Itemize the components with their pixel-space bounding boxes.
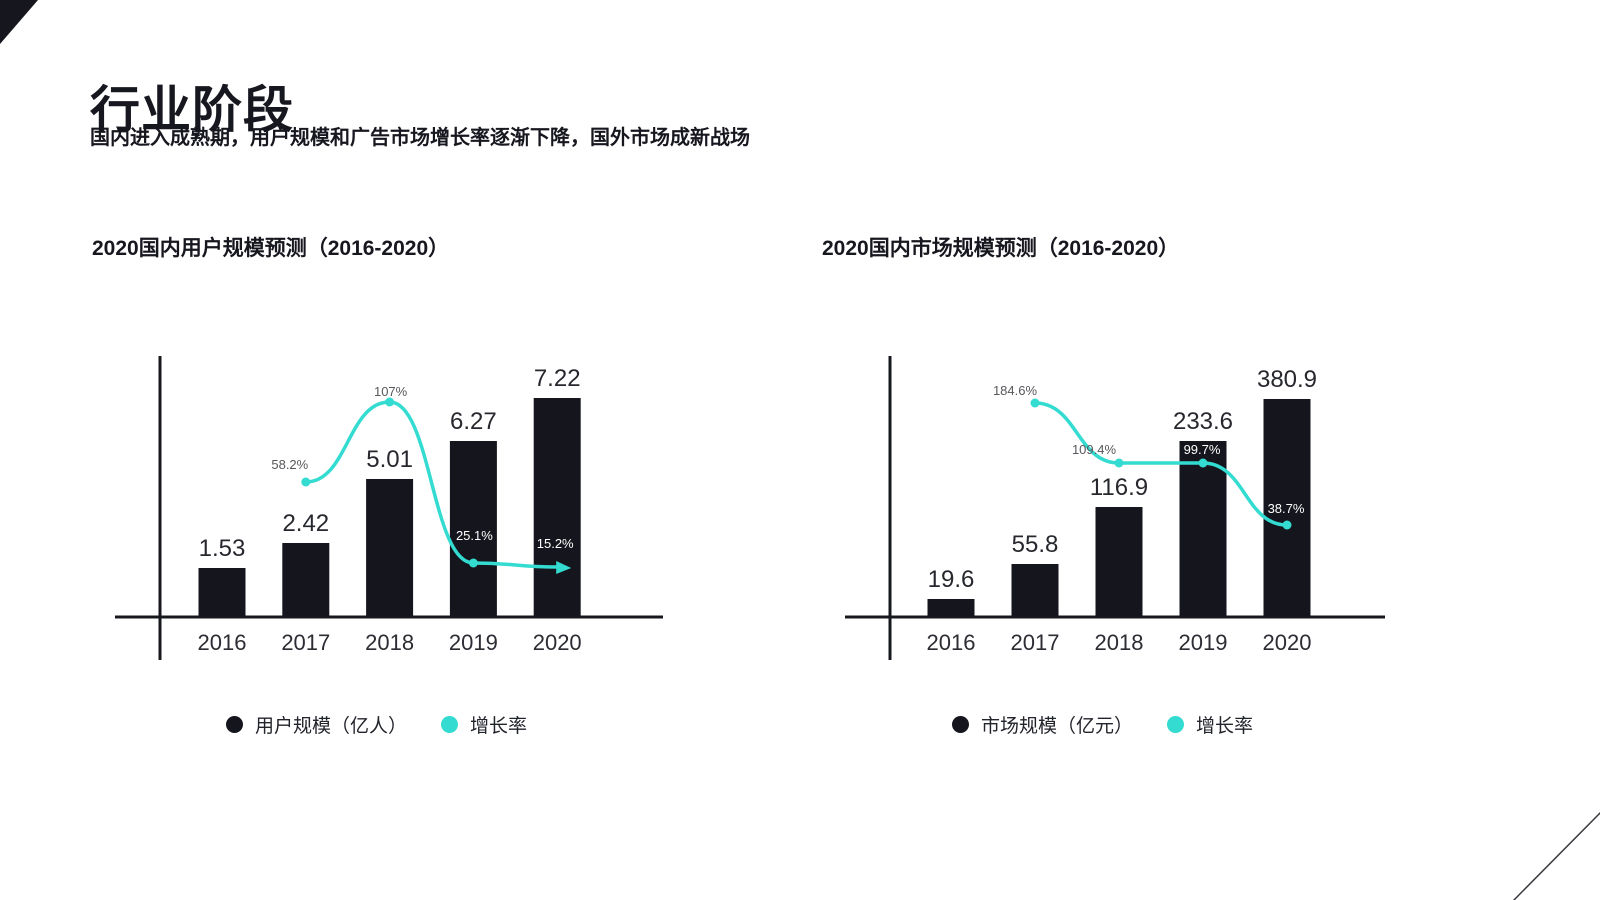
growth-rate-label: 99.7%: [1184, 442, 1221, 457]
growth-rate-line: [1033, 401, 1289, 527]
x-tick-label-2017: 2017: [281, 630, 330, 655]
growth-point-marker: [1030, 398, 1040, 408]
growth-rate-label: 107%: [374, 384, 408, 399]
growth-rate-line: [304, 400, 559, 569]
chart-title-market-scale: 2020国内市场规模预测（2016-2020）: [822, 237, 1180, 260]
bar-series-swatch: [226, 716, 243, 733]
page-title: 行业阶段: [90, 81, 294, 138]
x-tick-label-2017: 2017: [1011, 630, 1060, 655]
bar-value-label-2019: 233.6: [1173, 408, 1233, 435]
bar-value-label-2020: 7.22: [534, 365, 581, 392]
chart-title-user-scale: 2020国内用户规模预测（2016-2020）: [92, 237, 450, 260]
bar-2020: [1263, 399, 1311, 619]
corner-diagonal-line-decoration: [1512, 811, 1600, 900]
x-tick-label-2019: 2019: [449, 630, 498, 655]
bar-2017: [1011, 564, 1059, 619]
line-end-arrow-icon: [556, 561, 572, 574]
growth-rate-label: 109.4%: [1072, 442, 1117, 457]
x-tick-label-2016: 2016: [927, 630, 976, 655]
bar-2018: [366, 479, 414, 619]
bar-2016: [198, 568, 246, 619]
legend-label-market-scale: 市场规模（亿元）: [981, 716, 1134, 737]
legend-label-user-scale: 用户规模（亿人）: [255, 716, 408, 737]
bar-2020: [533, 398, 581, 619]
growth-rate-label: 25.1%: [456, 528, 493, 543]
bar-value-label-2017: 55.8: [1012, 531, 1059, 558]
legend-market-chart: 市场规模（亿元） 增长率: [952, 711, 1253, 738]
growth-rate-label: 58.2%: [271, 457, 308, 472]
growth-rate-label: 15.2%: [537, 536, 574, 551]
chart-market-scale: 19.6 2016 55.8 2017 116.9 2018 233.6 2019 380.9 2…: [845, 356, 1385, 660]
bar-2018: [1095, 507, 1143, 619]
legend-label-growth-rate-left: 增长率: [470, 716, 528, 737]
bar-value-label-2016: 1.53: [199, 535, 246, 562]
bar-value-label-2017: 2.42: [282, 510, 329, 537]
x-tick-label-2019: 2019: [1179, 630, 1228, 655]
bar-value-label-2018: 5.01: [366, 446, 413, 473]
bar-2019: [1179, 441, 1227, 619]
bar-series-swatch: [952, 716, 969, 733]
legend-user-chart: 用户规模（亿人） 增长率: [226, 711, 527, 738]
bar-2019: [449, 441, 497, 619]
bar-value-label-2020: 380.9: [1257, 366, 1317, 393]
growth-point-marker: [468, 558, 478, 568]
x-tick-label-2020: 2020: [1263, 630, 1312, 655]
growth-point-marker: [1114, 458, 1124, 468]
growth-rate-label: 38.7%: [1268, 501, 1305, 516]
bar-value-label-2016: 19.6: [928, 566, 975, 593]
line-series-swatch: [441, 716, 459, 733]
x-tick-label-2018: 2018: [365, 630, 414, 655]
bar-value-label-2019: 6.27: [450, 408, 497, 435]
legend-label-growth-rate-right: 增长率: [1196, 716, 1254, 737]
bar-value-label-2018: 116.9: [1090, 474, 1148, 501]
chart-user-scale: 1.53 2016 2.42 2017 5.01 2018 6.27 2019 7.22 2020…: [115, 356, 663, 660]
bar-2017: [282, 543, 330, 619]
x-tick-label-2016: 2016: [198, 630, 247, 655]
x-tick-label-2018: 2018: [1095, 630, 1144, 655]
bar-2016: [927, 599, 975, 619]
growth-point-marker: [385, 397, 395, 407]
growth-point-marker: [1198, 458, 1208, 468]
growth-rate-label: 184.6%: [993, 383, 1038, 398]
page-subtitle: 国内进入成熟期，用户规模和广告市场增长率逐渐下降，国外市场成新战场: [90, 127, 750, 149]
growth-point-marker: [301, 477, 311, 487]
x-tick-label-2020: 2020: [533, 630, 582, 655]
growth-point-marker: [1282, 520, 1292, 530]
line-series-swatch: [1167, 716, 1185, 733]
